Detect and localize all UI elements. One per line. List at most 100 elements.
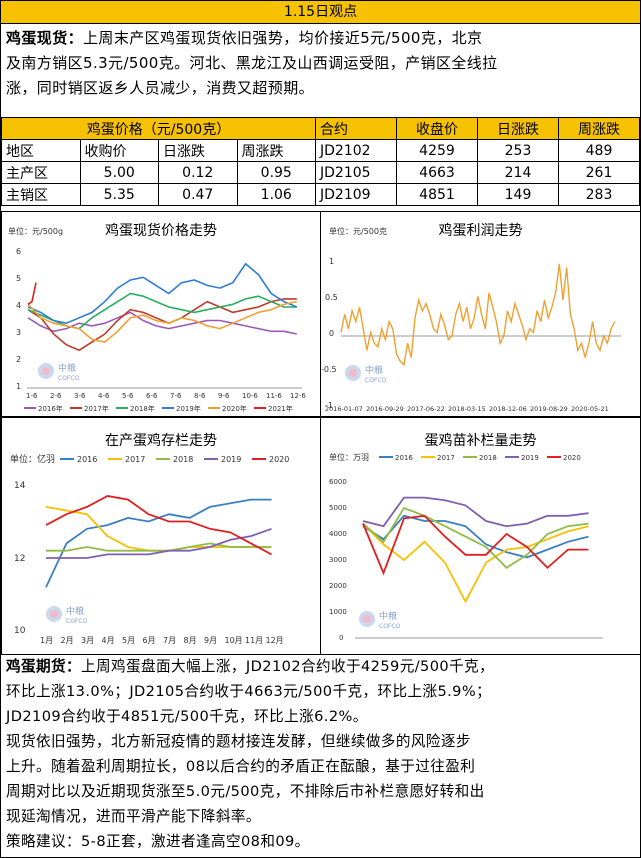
- logo-en: COFCO: [365, 377, 387, 384]
- chicks-plot: 6000 5000 4000 3000 2000 1000 0 2016 2017…: [329, 454, 603, 642]
- x-tick: 11月: [245, 636, 263, 645]
- y-tick: 3: [16, 328, 21, 337]
- close-cell: 4851: [396, 183, 478, 206]
- series-line-2018: [362, 506, 589, 569]
- y-tick: 5000: [329, 504, 347, 512]
- y-tick: 6000: [329, 478, 347, 486]
- spot-paragraph: 鸡蛋现货：上周末产区鸡蛋现货依旧强势，均价接近5元/500克，北京 及南方销区5…: [6, 26, 634, 101]
- futures-line: 现延淘情况，进而平滑产能下降斜率。: [6, 808, 261, 825]
- y-tick: 2: [16, 355, 21, 364]
- stock-unit: 单位：亿羽: [10, 455, 56, 465]
- spot-line-1: 上周末产区鸡蛋现货依旧强势，均价接近5元/500克，北京: [83, 29, 483, 47]
- contract-cell: JD2109: [315, 183, 397, 206]
- x-tick: 2018-03-15: [448, 405, 486, 413]
- x-tick: 8月: [184, 636, 197, 645]
- logo-cn: 中粮: [379, 610, 397, 622]
- x-tick: 3-6: [74, 392, 86, 400]
- series-line-2021年: [27, 282, 37, 305]
- y-tick: 4000: [329, 530, 347, 538]
- series-line-2020: [45, 495, 272, 556]
- price-table-header-day: 日涨跌: [477, 117, 559, 140]
- x-tick: 2020-05-21: [571, 405, 609, 413]
- series-line-2020年: [27, 300, 297, 343]
- x-tick: 2017-06-22: [407, 405, 445, 413]
- cofco-logo: 中粮 COFCO: [343, 362, 405, 388]
- cofco-logo: 中粮 COFCO: [357, 608, 419, 634]
- subheader-day: 日涨跌: [158, 139, 238, 162]
- legend-label: 2019: [521, 454, 539, 462]
- legend-label: 2018: [479, 454, 497, 462]
- price-table: 鸡蛋价格（元/500克） 合约 收盘价 日涨跌 周涨跌 地区 收购价 日涨跌 周…: [1, 117, 640, 206]
- day-cell: 0.12: [158, 161, 238, 184]
- y-tick: 4: [16, 301, 21, 310]
- spot-line-2: 及南方销区5.3元/500克。河北、黑龙江及山西调运受阻，产销区全线拉: [6, 54, 498, 72]
- x-tick: 8-6: [194, 392, 206, 400]
- x-tick: 2016-01-07: [325, 405, 363, 413]
- cofco-logo: 中粮 COFCO: [44, 603, 106, 629]
- futures-heading: 鸡蛋期货：: [6, 658, 81, 675]
- x-tick: 4月: [102, 636, 115, 645]
- chicks-chart: 蛋鸡苗补栏量走势 单位：万羽 6000 5000 4000 3000 2000 …: [320, 417, 641, 655]
- y-tick: 1: [16, 382, 21, 391]
- x-tick: 2月: [61, 636, 74, 645]
- x-tick: 12-6: [290, 392, 306, 400]
- y-tick: 0: [339, 634, 343, 642]
- cday-cell: 214: [477, 161, 559, 184]
- futures-line: 策略建议：5-8正套，激进者逢高空08和09。: [6, 833, 310, 850]
- y-tick: 0.5: [325, 293, 338, 302]
- logo-en: COFCO: [66, 618, 88, 625]
- legend-label: 2020年: [222, 404, 247, 413]
- profit-chart-title: 鸡蛋利润走势: [438, 223, 523, 239]
- legend-label: 2017: [125, 455, 145, 464]
- series-line-2018: [46, 542, 272, 552]
- series-line-2020: [362, 514, 589, 576]
- region-cell: 主销区: [1, 183, 81, 206]
- cweek-cell: 261: [558, 161, 640, 184]
- futures-line: 周期对比以及近期现货涨至5.0元/500克，不排除后市补栏意愿好转和出: [6, 783, 485, 800]
- x-tick: 2018-12-06: [489, 405, 527, 413]
- x-tick: 2-6: [50, 392, 62, 400]
- futures-line: 上周鸡蛋盘面大幅上涨，JD2102合约收于4259元/500千克，: [80, 658, 495, 675]
- contract-cell: JD2102: [315, 139, 397, 162]
- y-tick: 5: [16, 274, 21, 283]
- contract-cell: JD2105: [315, 161, 397, 184]
- y-tick: 12: [14, 554, 25, 564]
- legend-label: 2018: [173, 455, 193, 464]
- chicks-unit: 单位：万羽: [329, 453, 369, 462]
- x-tick: 7-6: [170, 392, 182, 400]
- spot-price-unit: 单位：元/500g: [8, 227, 64, 236]
- futures-line: 现货依旧强势，北方新冠疫情的题材接连发酵，但继续做多的风险逐步: [6, 733, 471, 750]
- logo-cn: 中粮: [58, 362, 76, 374]
- series-line-2017年: [27, 298, 297, 352]
- day-cell: 0.47: [158, 183, 238, 206]
- cofco-logo: 中粮 COFCO: [36, 360, 98, 386]
- stock-chart-title: 在产蛋鸡存栏走势: [105, 433, 217, 449]
- x-tick: 10月: [225, 636, 243, 645]
- logo-en: COFCO: [379, 623, 401, 630]
- close-cell: 4259: [396, 139, 478, 162]
- x-tick: 5-6: [122, 392, 134, 400]
- logo-en: COFCO: [58, 375, 80, 382]
- series-line-2019: [46, 527, 272, 559]
- spot-line-3: 涨，同时销区返乡人员减少，消费又超预期。: [6, 79, 315, 97]
- legend-label: 2019年: [176, 404, 201, 413]
- futures-line: 上升。随着盈利周期拉长，08以后合约的矛盾正在酝酿，基于过往盈利: [6, 758, 476, 775]
- cweek-cell: 283: [558, 183, 640, 206]
- y-tick: 1000: [329, 608, 347, 616]
- chicks-chart-title: 蛋鸡苗补栏量走势: [424, 433, 537, 449]
- x-tick: 12月: [266, 636, 284, 645]
- cweek-cell: 489: [558, 139, 640, 162]
- legend-label: 2016年: [38, 404, 63, 413]
- close-cell: 4663: [396, 161, 478, 184]
- week-cell: 1.06: [236, 183, 316, 206]
- price-cell: 5.00: [79, 161, 159, 184]
- y-tick: 6: [16, 247, 21, 256]
- x-tick: 1-6: [26, 392, 38, 400]
- series-line-2019: [362, 496, 589, 528]
- stock-chart: 在产蛋鸡存栏走势 单位：亿羽 14 12 10 2016 2017 2018 2019…: [1, 417, 321, 655]
- x-tick: 2019-08-29: [530, 405, 568, 413]
- x-tick: 6月: [143, 636, 156, 645]
- series-line-2018年: [27, 292, 297, 330]
- x-tick: 3月: [81, 636, 94, 645]
- price-table-header-price: 鸡蛋价格（元/500克）: [1, 117, 316, 140]
